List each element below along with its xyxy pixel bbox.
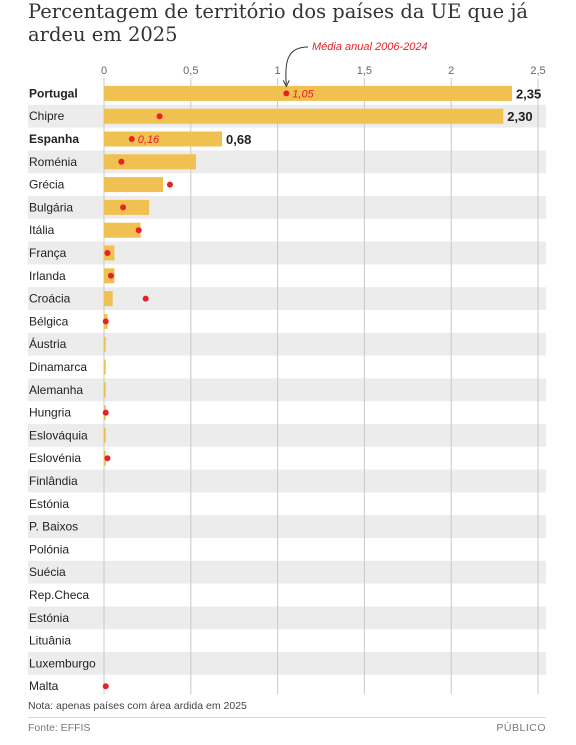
average-dot xyxy=(104,455,111,462)
average-dot xyxy=(135,227,142,234)
category-label: P. Baixos xyxy=(29,520,78,534)
average-dot xyxy=(102,683,109,690)
category-label: Estónia xyxy=(29,497,69,511)
bar xyxy=(104,131,223,147)
bar xyxy=(104,382,106,398)
x-tick-label: 1 xyxy=(275,65,281,77)
bar-value-label: 2,30 xyxy=(507,109,532,124)
category-label: Alemanha xyxy=(29,383,83,397)
category-label: Lituânia xyxy=(29,634,71,648)
annotation-arrow xyxy=(285,46,309,85)
bar xyxy=(104,291,113,307)
average-annotation: Média anual 2006-2024 xyxy=(312,41,428,53)
bar xyxy=(104,336,106,352)
average-dot xyxy=(156,113,163,120)
category-label: Eslováquia xyxy=(29,428,88,442)
average-dot xyxy=(166,181,173,188)
category-label: Dinamarca xyxy=(29,360,87,374)
bar xyxy=(104,427,106,443)
average-dot xyxy=(102,409,109,416)
row-background xyxy=(28,424,546,447)
category-label: França xyxy=(29,246,67,260)
footer-divider xyxy=(28,717,546,718)
average-dot xyxy=(102,318,109,325)
row-background xyxy=(28,560,546,584)
category-label: Rep.Checa xyxy=(29,588,89,602)
category-label: Eslovénia xyxy=(29,451,81,465)
bar-chart: 0 0,5 1 1,5 2 2,5 Portugal 2,35 Chipre 2,30 Espanh… xyxy=(28,41,546,694)
x-tick-label: 1,5 xyxy=(357,65,372,77)
average-dot xyxy=(107,272,114,279)
x-tick-label: 2 xyxy=(448,65,454,77)
category-label: Bélgica xyxy=(29,314,69,328)
category-label: Croácia xyxy=(29,292,71,306)
row-background xyxy=(28,241,546,265)
annotation-arrowhead xyxy=(282,80,290,88)
bar xyxy=(104,222,141,238)
category-label: Áustria xyxy=(29,336,67,351)
chart-title: Percentagem de território dos países da … xyxy=(28,0,529,46)
category-label: Finlândia xyxy=(29,474,78,488)
category-label: Malta xyxy=(29,679,59,693)
category-label: Estónia xyxy=(29,611,69,625)
average-dot xyxy=(104,250,111,256)
row-background xyxy=(28,606,546,630)
bar xyxy=(104,359,106,375)
row-background xyxy=(28,652,546,675)
row-background xyxy=(28,287,546,310)
category-label: Irlanda xyxy=(29,269,66,283)
row-background xyxy=(28,332,546,356)
source-label: Fonte: EFFIS xyxy=(28,722,91,734)
category-label: Espanha xyxy=(29,132,79,146)
category-label: Itália xyxy=(29,223,55,237)
category-label: Bulgária xyxy=(29,200,73,214)
x-tick-label: 0 xyxy=(101,65,107,77)
category-label: Polónia xyxy=(29,542,69,556)
category-label: Portugal xyxy=(29,86,78,100)
x-tick-label: 0,5 xyxy=(183,65,198,77)
bar-value-label: 0,68 xyxy=(226,132,251,147)
row-background xyxy=(28,196,546,219)
row-background xyxy=(28,515,546,538)
category-label: Hungria xyxy=(29,406,71,420)
average-value-label: 0,16 xyxy=(138,134,160,146)
average-dot xyxy=(118,158,125,165)
average-dot xyxy=(142,295,149,302)
footer-note: Nota: apenas países com área ardida em 2… xyxy=(28,700,247,712)
category-label: Luxemburgo xyxy=(29,656,96,670)
bar-value-label: 2,35 xyxy=(516,86,541,101)
average-dot xyxy=(120,204,127,211)
row-background xyxy=(28,378,546,402)
bar xyxy=(104,154,197,170)
bar xyxy=(104,177,164,193)
bar xyxy=(104,108,504,124)
average-dot xyxy=(128,136,135,142)
average-value-label: 1,05 xyxy=(292,88,314,100)
category-label: Suécia xyxy=(29,565,66,579)
x-tick-label: 2,5 xyxy=(530,65,545,77)
category-label: Grécia xyxy=(29,178,65,192)
bar xyxy=(104,85,512,101)
category-label: Roménia xyxy=(29,155,77,169)
publisher-logo: PÚBLICO xyxy=(496,722,546,734)
bar xyxy=(104,199,150,215)
row-background xyxy=(28,469,546,493)
average-dot xyxy=(283,90,290,97)
category-label: Chipre xyxy=(29,109,65,123)
